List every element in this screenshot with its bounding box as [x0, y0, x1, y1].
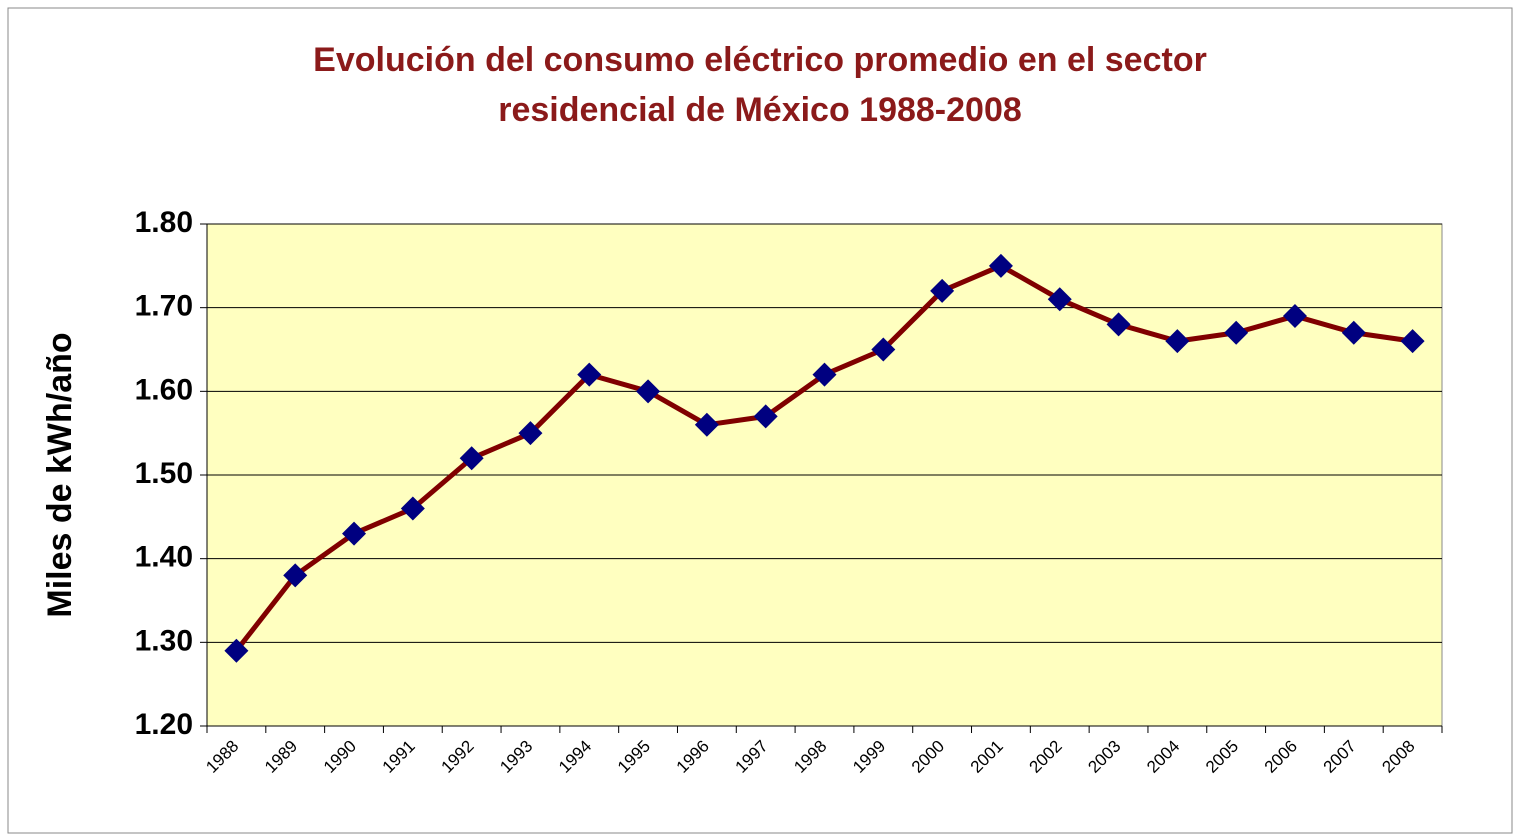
data-point	[871, 337, 896, 362]
data-point	[1224, 320, 1249, 345]
data-point	[342, 521, 367, 546]
data-point	[1282, 304, 1307, 329]
data-point	[753, 404, 778, 429]
data-point	[1400, 329, 1425, 354]
data-point	[400, 496, 425, 521]
data-point	[577, 362, 602, 387]
data-point	[283, 563, 308, 588]
data-point	[1341, 320, 1366, 345]
y-tick-label: 1.70	[135, 290, 193, 323]
y-tick-label: 1.60	[135, 373, 193, 406]
data-point	[518, 421, 543, 446]
data-point	[812, 362, 837, 387]
data-point	[1165, 329, 1190, 354]
data-point	[224, 638, 249, 663]
y-tick-label: 1.30	[135, 624, 193, 657]
y-tick-label: 1.40	[135, 541, 193, 574]
data-point	[459, 446, 484, 471]
y-tick-label: 1.20	[135, 708, 193, 741]
data-point	[930, 278, 955, 303]
y-tick-label: 1.50	[135, 457, 193, 490]
data-point	[1047, 287, 1072, 312]
data-point	[1106, 312, 1131, 337]
y-tick-label: 1.80	[135, 206, 193, 239]
data-point	[636, 379, 661, 404]
data-point	[988, 253, 1013, 278]
y-axis-label: Miles de kWh/año	[41, 332, 79, 617]
data-point	[694, 412, 719, 437]
chart-title: Evolución del consumo eléctrico promedio…	[313, 41, 1207, 129]
